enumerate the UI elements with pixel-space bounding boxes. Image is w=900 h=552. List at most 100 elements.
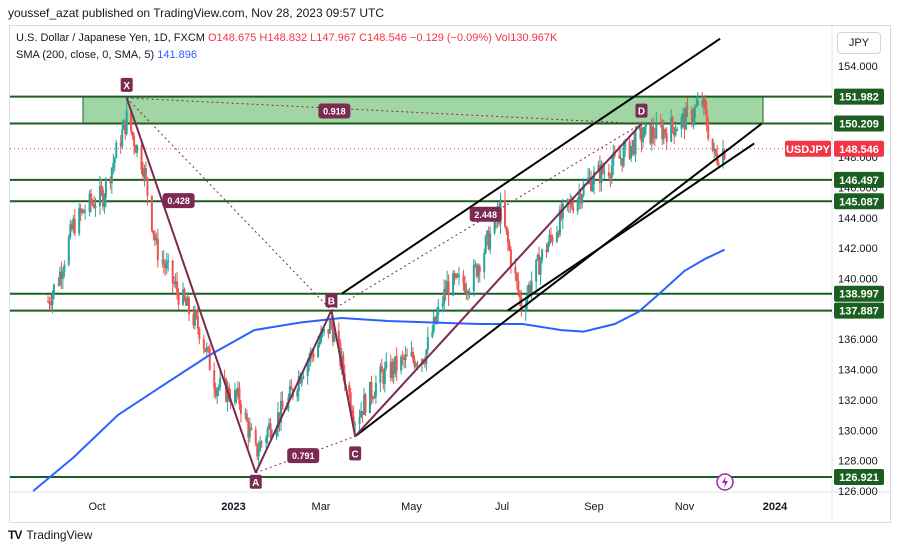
harmonic-point-b[interactable]: B xyxy=(325,293,338,308)
candle-body xyxy=(621,158,624,166)
candle-body xyxy=(557,232,560,236)
candle-body xyxy=(361,411,364,415)
candle-body xyxy=(70,224,73,230)
harmonic-point-d[interactable]: D xyxy=(635,103,648,118)
candle-body xyxy=(612,153,615,166)
candle-body xyxy=(306,361,309,376)
candle-body xyxy=(426,337,429,350)
candle-body xyxy=(174,281,177,284)
candle-body xyxy=(360,411,363,418)
candle-body xyxy=(364,394,367,413)
candle-body xyxy=(515,273,518,281)
tradingview-brand[interactable]: TV TradingView xyxy=(8,528,92,542)
candle-body xyxy=(560,209,563,219)
candle-body xyxy=(260,441,263,443)
level-price-badge xyxy=(834,469,884,486)
harmonic-ratio-line xyxy=(126,97,642,125)
candle-body xyxy=(702,99,705,106)
candle-body xyxy=(226,386,229,402)
candle-body xyxy=(416,363,419,365)
candle-body xyxy=(81,209,84,214)
candle-body xyxy=(484,236,487,253)
candle-body xyxy=(671,117,674,128)
price-tick-label: 128.000 xyxy=(838,456,878,468)
candle-body xyxy=(73,218,76,234)
candle-body xyxy=(186,297,189,306)
candle-body xyxy=(331,324,334,342)
fib-ratio-badge xyxy=(469,206,502,222)
price-tick-label: 136.000 xyxy=(838,334,878,346)
high-value: H148.832 xyxy=(259,32,308,44)
point-label: C xyxy=(352,449,359,460)
time-tick-label: Sep xyxy=(584,501,604,513)
candle-body xyxy=(101,190,104,207)
current-price-text: 148.546 xyxy=(839,144,879,156)
time-tick-label: Nov xyxy=(675,501,695,513)
candle-body xyxy=(150,195,153,231)
candle-body xyxy=(155,238,158,241)
candle-body xyxy=(78,208,81,234)
candle-body xyxy=(607,172,610,176)
candle-body xyxy=(110,167,113,184)
candle-body xyxy=(609,175,612,178)
candle-body xyxy=(223,378,226,380)
candle-body xyxy=(561,203,564,219)
candle-body xyxy=(601,164,604,173)
sma-legend[interactable]: SMA (200, close, 0, SMA, 5) 141.896 xyxy=(16,49,197,61)
candle-body xyxy=(109,179,112,184)
candle-body xyxy=(182,289,185,305)
candle-body xyxy=(254,429,257,444)
candle-body xyxy=(288,386,291,398)
point-label: B xyxy=(328,296,335,307)
low-value: L147.967 xyxy=(310,32,357,44)
candle-body xyxy=(389,361,392,378)
candle-body xyxy=(214,388,217,397)
candle-body xyxy=(400,356,403,371)
candle-body xyxy=(475,264,478,277)
candle-body xyxy=(187,297,190,315)
candle-body xyxy=(382,372,385,385)
candle-body xyxy=(279,400,282,423)
candle-body xyxy=(425,349,428,365)
candle-body xyxy=(489,233,492,250)
harmonic-leg-line xyxy=(330,310,357,437)
candle-body xyxy=(641,137,644,142)
candle-body xyxy=(567,199,570,204)
fib-ratio-label: 0.791 xyxy=(287,448,320,464)
time-tick-label: Jul xyxy=(495,501,509,513)
candle-body xyxy=(167,260,170,263)
price-tick-label: 154.000 xyxy=(838,61,878,73)
candle-body xyxy=(483,252,486,273)
plot-area[interactable]: 0.918 0.428 0.791 2.448 X A B C D xyxy=(10,37,832,492)
candle-body xyxy=(112,162,115,168)
candle-body xyxy=(143,168,146,177)
candle-body xyxy=(51,293,54,305)
candle-body xyxy=(337,330,340,343)
candle-body xyxy=(593,171,596,185)
candle-body xyxy=(446,281,449,294)
symbol-badge-text: USDJPY xyxy=(786,144,831,156)
candle-body xyxy=(239,403,242,414)
candle-body xyxy=(717,162,720,166)
trend-channel-line xyxy=(507,142,755,312)
candle-body xyxy=(235,390,238,396)
candle-body xyxy=(506,231,509,243)
level-price-text: 150.209 xyxy=(839,119,879,131)
candle-body xyxy=(558,209,561,236)
candle-body xyxy=(468,291,471,295)
harmonic-point-a[interactable]: A xyxy=(249,474,262,489)
candle-body xyxy=(704,99,707,110)
candle-body xyxy=(192,314,195,326)
candle-body xyxy=(680,117,683,129)
harmonic-point-x[interactable]: X xyxy=(120,77,133,92)
candle-body xyxy=(640,127,643,142)
candle-body xyxy=(404,354,407,360)
level-price-text: 146.497 xyxy=(839,175,879,187)
sma-200-line xyxy=(32,248,726,492)
harmonic-point-c[interactable]: C xyxy=(349,446,362,461)
candle-body xyxy=(317,345,320,357)
candle-body xyxy=(177,292,180,305)
currency-button[interactable]: JPY xyxy=(837,32,881,54)
candle-body xyxy=(385,361,388,368)
